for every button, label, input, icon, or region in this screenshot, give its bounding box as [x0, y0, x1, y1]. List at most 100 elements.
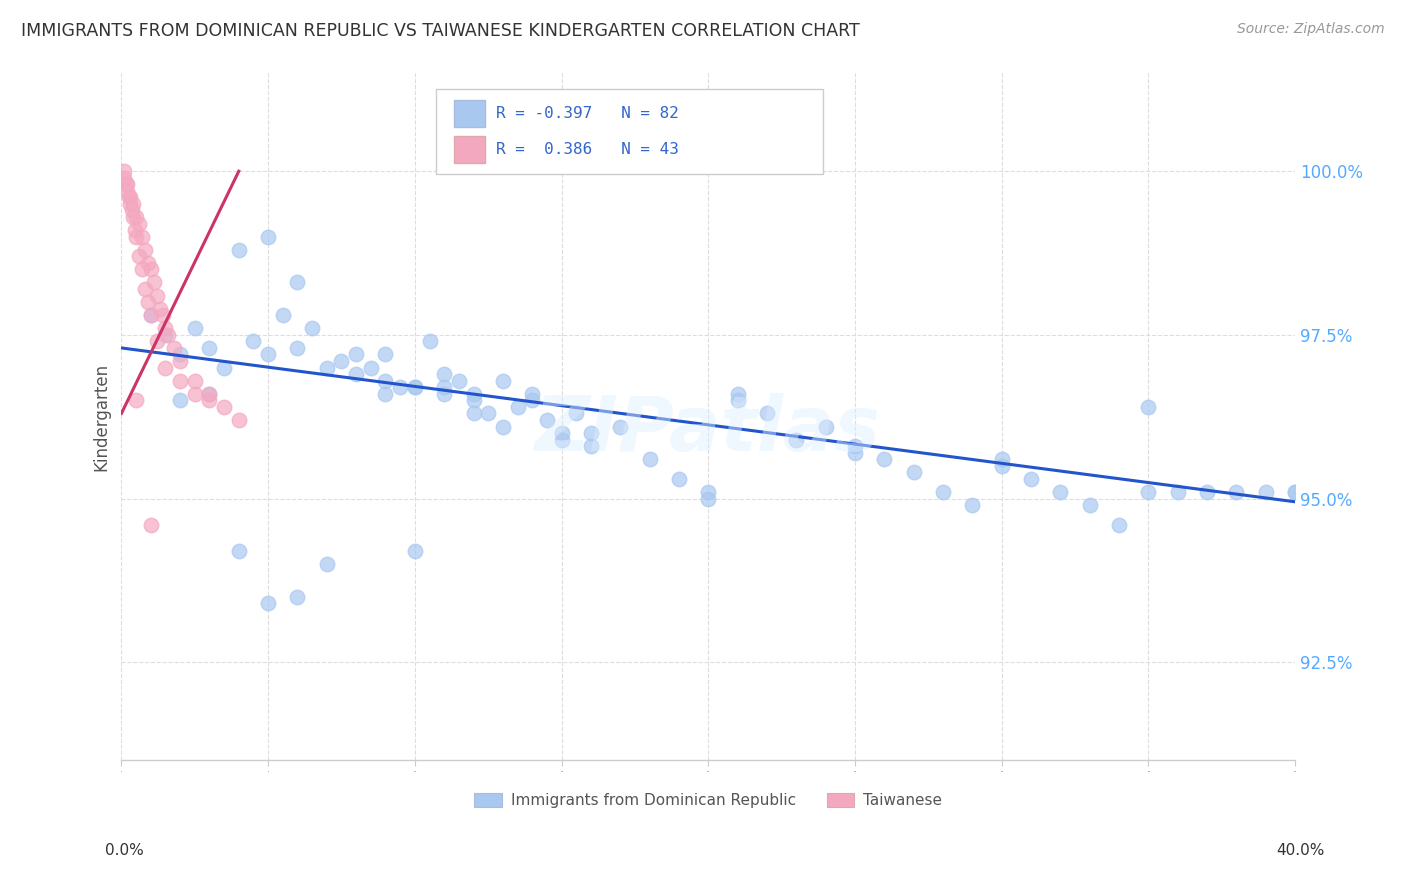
- Point: [463, 393, 485, 408]
- Point: [844, 439, 866, 453]
- Point: [492, 374, 515, 388]
- Point: [117, 178, 139, 192]
- Point: [433, 367, 456, 381]
- Point: [1049, 485, 1071, 500]
- Point: [198, 393, 221, 408]
- Point: [1078, 498, 1101, 512]
- Point: [155, 360, 177, 375]
- Point: [112, 164, 135, 178]
- Point: [404, 380, 426, 394]
- Point: [131, 262, 153, 277]
- Point: [112, 170, 135, 185]
- Point: [374, 386, 396, 401]
- Point: [1019, 472, 1042, 486]
- Legend: Immigrants from Dominican Republic, Taiwanese: Immigrants from Dominican Republic, Taiw…: [468, 788, 949, 814]
- Point: [184, 386, 207, 401]
- Point: [492, 419, 515, 434]
- Point: [727, 386, 749, 401]
- Point: [212, 360, 235, 375]
- Point: [932, 485, 955, 500]
- Point: [315, 557, 337, 571]
- Point: [1254, 485, 1277, 500]
- Point: [1284, 485, 1306, 500]
- Point: [903, 466, 925, 480]
- Point: [344, 347, 367, 361]
- Point: [271, 308, 294, 322]
- Point: [638, 452, 661, 467]
- Point: [131, 229, 153, 244]
- Point: [330, 354, 353, 368]
- Point: [404, 380, 426, 394]
- Text: R = -0.397   N = 82: R = -0.397 N = 82: [496, 106, 679, 120]
- Point: [152, 308, 174, 322]
- Point: [1225, 485, 1247, 500]
- Point: [814, 419, 837, 434]
- Point: [257, 229, 280, 244]
- Text: Source: ZipAtlas.com: Source: ZipAtlas.com: [1237, 22, 1385, 37]
- Point: [139, 517, 162, 532]
- Point: [287, 590, 309, 604]
- Point: [157, 327, 180, 342]
- Point: [550, 425, 572, 440]
- Point: [124, 223, 146, 237]
- Point: [301, 321, 323, 335]
- Point: [145, 334, 167, 349]
- Point: [136, 295, 159, 310]
- Point: [727, 393, 749, 408]
- Point: [145, 288, 167, 302]
- Point: [125, 210, 148, 224]
- Point: [228, 413, 250, 427]
- Point: [122, 197, 145, 211]
- Text: ZIPatlas: ZIPatlas: [536, 393, 882, 467]
- Point: [579, 425, 602, 440]
- Point: [1284, 485, 1306, 500]
- Point: [169, 354, 191, 368]
- Point: [198, 341, 221, 355]
- Point: [522, 393, 544, 408]
- Point: [374, 374, 396, 388]
- Point: [785, 433, 807, 447]
- Point: [579, 439, 602, 453]
- Point: [1137, 400, 1160, 414]
- Point: [609, 419, 631, 434]
- Point: [1167, 485, 1189, 500]
- Point: [242, 334, 264, 349]
- Y-axis label: Kindergarten: Kindergarten: [93, 363, 110, 471]
- Point: [1137, 485, 1160, 500]
- Point: [668, 472, 690, 486]
- Point: [418, 334, 440, 349]
- Text: R =  0.386   N = 43: R = 0.386 N = 43: [496, 143, 679, 157]
- Point: [755, 406, 778, 420]
- Point: [169, 393, 191, 408]
- Point: [198, 386, 221, 401]
- Point: [287, 276, 309, 290]
- Point: [142, 276, 165, 290]
- Point: [128, 217, 150, 231]
- Point: [697, 491, 720, 506]
- Point: [447, 374, 470, 388]
- Point: [228, 243, 250, 257]
- Point: [360, 360, 382, 375]
- Point: [374, 347, 396, 361]
- Point: [184, 374, 207, 388]
- Point: [212, 400, 235, 414]
- Point: [1108, 517, 1130, 532]
- Text: 0.0%: 0.0%: [105, 843, 145, 858]
- Point: [990, 452, 1012, 467]
- Point: [433, 386, 456, 401]
- Point: [120, 197, 142, 211]
- Point: [155, 327, 177, 342]
- Point: [990, 458, 1012, 473]
- Point: [536, 413, 558, 427]
- Point: [257, 596, 280, 610]
- Point: [550, 433, 572, 447]
- Point: [115, 178, 138, 192]
- Point: [697, 485, 720, 500]
- Point: [128, 249, 150, 263]
- Point: [120, 190, 142, 204]
- Point: [169, 347, 191, 361]
- Point: [389, 380, 412, 394]
- Point: [134, 243, 156, 257]
- Point: [477, 406, 499, 420]
- Point: [522, 386, 544, 401]
